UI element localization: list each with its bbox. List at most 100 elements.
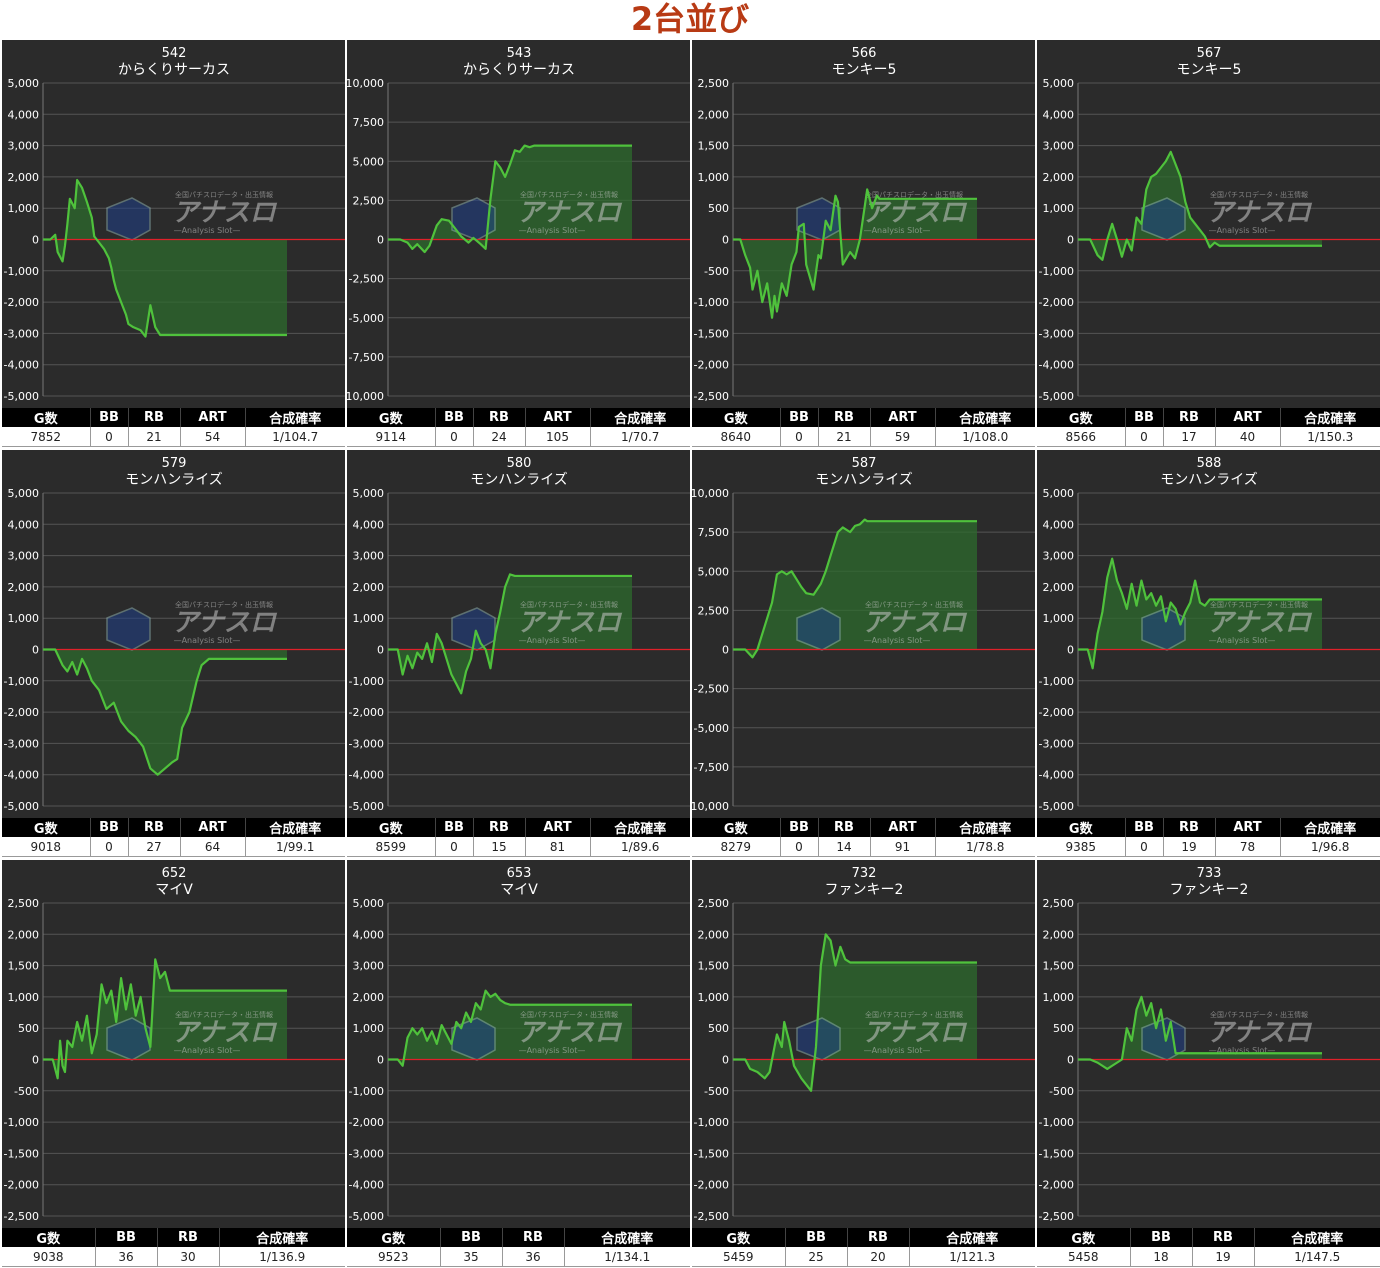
y-tick-label: -1,000	[4, 265, 39, 278]
y-tick-label: -5,000	[349, 312, 384, 325]
y-tick-label: -1,000	[4, 675, 39, 688]
stats-header: 合成確率	[909, 1228, 1035, 1247]
watermark-sub: —Analysis Slot—	[1209, 1046, 1276, 1055]
y-tick-label: 2,500	[8, 897, 40, 910]
machine-name: モンキー5	[832, 62, 897, 78]
y-tick-label: 1,000	[8, 202, 40, 215]
slot-graph: 5,000 4,000 3,000 2,000 1,000 0 -1,000 -2,000 -3…	[347, 860, 690, 1228]
machine-number: 732	[852, 866, 877, 881]
y-tick-label: 0	[32, 234, 39, 247]
stats-header: 合成確率	[1280, 818, 1380, 837]
watermark-sub: —Analysis Slot—	[864, 226, 931, 235]
chart-background	[1037, 860, 1380, 1228]
stats-value: 9385	[1037, 837, 1126, 857]
machine-name: モンハンライズ	[470, 472, 568, 488]
y-tick-label: -500	[704, 1085, 729, 1098]
y-tick-label: 4,000	[1043, 108, 1075, 121]
machine-name: からくりサーカス	[118, 62, 230, 78]
watermark-tagline: 全国パチスロデータ・出玉情報	[520, 190, 618, 199]
watermark-tagline: 全国パチスロデータ・出玉情報	[1210, 1010, 1308, 1019]
difference-area	[1078, 558, 1322, 669]
stats-header: G数	[347, 1228, 441, 1247]
watermark-tagline: 全国パチスロデータ・出玉情報	[1210, 600, 1308, 609]
y-tick-label: 1,000	[8, 991, 40, 1004]
y-tick-label: 1,000	[1043, 202, 1075, 215]
y-tick-label: 2,500	[698, 77, 730, 90]
stats-value: 1/134.1	[564, 1247, 690, 1267]
hexagon-logo-icon	[796, 607, 841, 651]
stats-table: G数 BB RB 合成確率 9038 36 30 1/136.9	[2, 1228, 345, 1267]
y-tick-label: 3,000	[8, 140, 40, 153]
chart-panel: 2,500 2,000 1,500 1,000 500 0 -500 -1,000 -1,500…	[692, 860, 1035, 1268]
chart-panel: 2,500 2,000 1,500 1,000 500 0 -500 -1,000 -1,500…	[1037, 860, 1380, 1268]
y-tick-label: 1,000	[8, 612, 40, 625]
y-tick-label: -2,000	[349, 706, 384, 719]
y-tick-label: 2,000	[8, 171, 40, 184]
chart-panel: 2,500 2,000 1,500 1,000 500 0 -500 -1,000 -1,500…	[2, 860, 345, 1268]
y-tick-label: 5,000	[353, 487, 385, 500]
chart-background	[1037, 40, 1380, 408]
hexagon-logo-icon	[796, 1017, 841, 1061]
stats-value: 8566	[1037, 427, 1126, 447]
stats-header: RB	[818, 408, 871, 427]
machine-name: モンハンライズ	[1160, 472, 1258, 488]
difference-line	[733, 188, 977, 319]
stats-value: 36	[502, 1247, 565, 1267]
stats-value: 1/99.1	[245, 837, 345, 857]
difference-area	[1078, 151, 1322, 260]
y-tick-label: -5,000	[349, 1210, 384, 1223]
y-tick-label: -500	[704, 265, 729, 278]
stats-value: 1/150.3	[1280, 427, 1380, 447]
y-tick-label: 5,000	[1043, 77, 1075, 90]
slot-graph: 2,500 2,000 1,500 1,000 500 0 -500 -1,000 -1,500…	[1037, 860, 1380, 1228]
watermark-brand: アナスロ	[517, 1018, 622, 1048]
y-tick-label: 2,000	[698, 928, 730, 941]
y-tick-label: -2,000	[1039, 1179, 1074, 1192]
y-tick-label: -3,000	[349, 1147, 384, 1160]
difference-line	[388, 573, 632, 695]
stats-header: RB	[128, 818, 181, 837]
slot-graph: 2,500 2,000 1,500 1,000 500 0 -500 -1,000 -1,500…	[692, 860, 1035, 1228]
stats-header: ART	[525, 818, 591, 837]
y-tick-label: 5,000	[8, 487, 40, 500]
watermark-sub: —Analysis Slot—	[864, 1046, 931, 1055]
y-tick-label: -4,000	[349, 769, 384, 782]
machine-name: ファンキー2	[1170, 882, 1249, 898]
stats-header: BB	[435, 818, 474, 837]
y-tick-label: -2,000	[1039, 296, 1074, 309]
y-tick-label: 0	[1067, 1054, 1074, 1067]
stats-table: G数 BB RB ART 合成確率 7852 0 21 54 1/104.7	[2, 408, 345, 447]
stats-value: 0	[435, 427, 474, 447]
y-tick-label: 5,000	[1043, 487, 1075, 500]
stats-value: 20	[847, 1247, 910, 1267]
stats-value: 36	[95, 1247, 158, 1267]
y-tick-label: -5,000	[349, 800, 384, 813]
y-tick-label: -2,500	[694, 1210, 729, 1223]
slot-graph: 2,500 2,000 1,500 1,000 500 0 -500 -1,000 -1,500…	[2, 860, 345, 1228]
stats-value: 54	[180, 427, 246, 447]
stats-header: ART	[525, 408, 591, 427]
stats-value: 30	[157, 1247, 220, 1267]
watermark-brand: アナスロ	[1207, 608, 1312, 638]
y-tick-label: 4,000	[1043, 518, 1075, 531]
y-tick-label: -2,000	[4, 1179, 39, 1192]
stats-value: 0	[435, 837, 474, 857]
stats-table: G数 BB RB 合成確率 5459 25 20 1/121.3	[692, 1228, 1035, 1267]
watermark-tagline: 全国パチスロデータ・出玉情報	[520, 600, 618, 609]
stats-header: G数	[1037, 1228, 1131, 1247]
y-tick-label: 5,000	[8, 77, 40, 90]
stats-value: 7852	[2, 427, 91, 447]
chart-panel: 5,000 4,000 3,000 2,000 1,000 0 -1,000 -2,000 -3…	[1037, 450, 1380, 858]
y-tick-label: 2,000	[8, 928, 40, 941]
difference-area	[43, 649, 287, 775]
difference-line	[388, 144, 632, 254]
machine-name: モンキー5	[1177, 62, 1242, 78]
y-tick-label: 1,000	[1043, 612, 1075, 625]
difference-area	[388, 990, 632, 1066]
y-tick-label: 500	[18, 1022, 39, 1035]
stats-value: 1/108.0	[935, 427, 1035, 447]
y-tick-label: 10,000	[347, 77, 384, 90]
